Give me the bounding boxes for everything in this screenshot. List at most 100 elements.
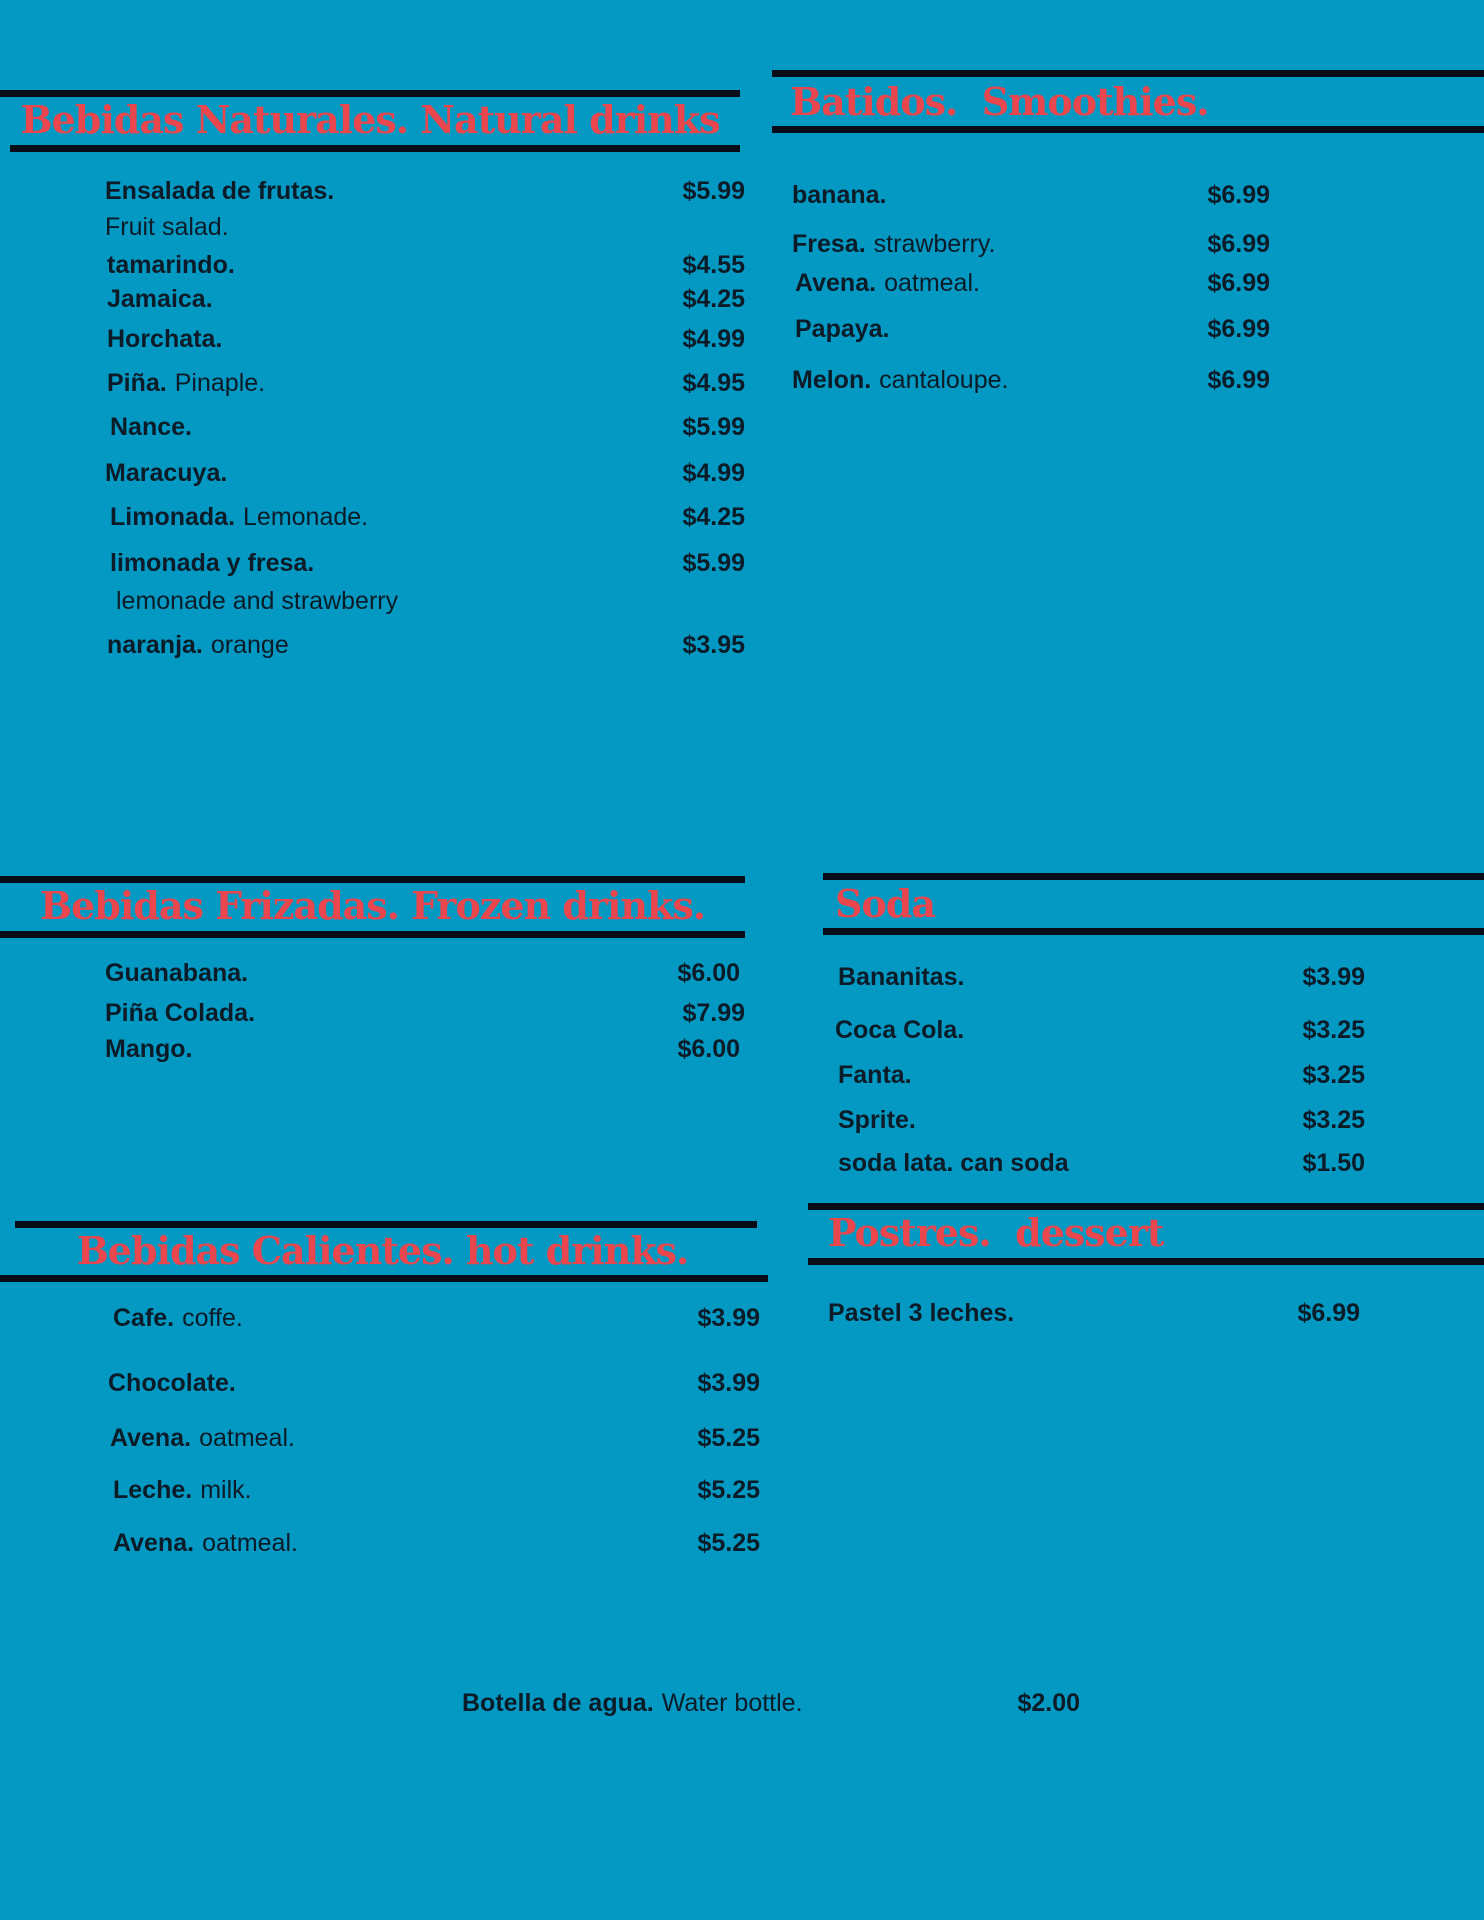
menu-item-row: Avena. oatmeal. $5.25 xyxy=(113,1528,760,1558)
menu-item-row: Papaya. $6.99 xyxy=(795,314,1270,344)
menu-item-row: tamarindo. $4.55 xyxy=(107,250,745,280)
item-price: $6.99 xyxy=(1207,181,1270,209)
item-name-en: strawberry. xyxy=(873,230,996,258)
item-name: Maracuya. xyxy=(105,458,227,488)
item-name-es: Papaya. xyxy=(795,315,890,343)
item-name: Mango. xyxy=(105,1034,193,1064)
item-price: $5.99 xyxy=(682,549,745,577)
section-title-naturales: Bebidas Naturales. Natural drinks xyxy=(20,97,721,142)
item-name-es: Guanabana. xyxy=(105,959,249,987)
item-name-es: Nance. xyxy=(110,413,192,441)
item-name-en: oatmeal. xyxy=(202,1529,298,1557)
item-price: $4.99 xyxy=(682,325,745,353)
item-name-es: Sprite. xyxy=(838,1106,916,1134)
divider-rule xyxy=(772,70,1484,77)
item-price: $5.25 xyxy=(697,1529,760,1557)
item-name-es: Chocolate. xyxy=(108,1369,236,1397)
menu-item-row: Cafe. coffe. $3.99 xyxy=(113,1303,760,1333)
section-title-batidos: Batidos. Smoothies. xyxy=(790,79,1209,124)
item-name: Piña Colada. xyxy=(105,998,255,1028)
item-name-es: Piña. xyxy=(107,369,167,397)
menu-item-row: Pastel 3 leches. $6.99 xyxy=(828,1298,1360,1328)
divider-rule xyxy=(15,1221,757,1228)
item-name: Bananitas. xyxy=(838,962,964,992)
item-price: $6.99 xyxy=(1297,1299,1360,1327)
item-price: $4.95 xyxy=(682,369,745,397)
divider-rule xyxy=(823,928,1484,935)
item-name-es: Melon. xyxy=(792,366,872,394)
menu-item-row: soda lata. can soda $1.50 xyxy=(838,1148,1365,1178)
item-name: Papaya. xyxy=(795,314,890,344)
item-name: Pastel 3 leches. xyxy=(828,1298,1014,1328)
item-price: $4.25 xyxy=(682,285,745,313)
menu-item-row: banana. $6.99 xyxy=(792,180,1270,210)
item-name-es: Leche. xyxy=(113,1476,193,1504)
menu-item-row: Sprite. $3.25 xyxy=(838,1105,1365,1135)
item-name: Jamaica. xyxy=(107,284,213,314)
item-name: Melon. cantaloupe. xyxy=(792,365,1008,395)
item-price: $4.25 xyxy=(682,503,745,531)
item-price: $3.95 xyxy=(682,631,745,659)
menu-item-row: limonada y fresa. $5.99 xyxy=(110,548,745,578)
item-name-es: banana. xyxy=(792,181,887,209)
item-name-es: tamarindo. xyxy=(107,251,235,279)
item-name-es: Maracuya. xyxy=(105,459,228,487)
menu-item-row: Chocolate. $3.99 xyxy=(108,1368,760,1398)
item-price: $1.50 xyxy=(1302,1149,1365,1177)
item-name-en: coffe. xyxy=(182,1304,243,1332)
item-price: $4.99 xyxy=(682,459,745,487)
item-name-es: Pastel 3 leches. xyxy=(828,1299,1015,1327)
menu-item-row: Melon. cantaloupe. $6.99 xyxy=(792,365,1270,395)
menu-item-row: Avena. oatmeal. $6.99 xyxy=(795,268,1270,298)
item-name-en: Pinaple. xyxy=(174,369,266,397)
item-name: soda lata. can soda xyxy=(838,1148,1069,1178)
item-price: $4.55 xyxy=(682,251,745,279)
section-title-calientes: Bebidas Calientes. hot drinks. xyxy=(76,1228,690,1273)
menu-item-row: Limonada. Lemonade. $4.25 xyxy=(110,502,745,532)
item-price: $3.25 xyxy=(1302,1016,1365,1044)
item-name-es: Cafe. xyxy=(113,1304,175,1332)
section-title-frizadas: Bebidas Frizadas. Frozen drinks. xyxy=(39,883,706,928)
item-name: naranja. orange xyxy=(107,630,289,660)
item-name-es: Avena. xyxy=(110,1424,192,1452)
item-name-es: limonada y fresa. xyxy=(110,549,315,577)
item-name-es: Avena. xyxy=(795,269,877,297)
item-price: $6.99 xyxy=(1207,269,1270,297)
menu-item-row: Mango. $6.00 xyxy=(105,1034,740,1064)
section-title-postres: Postres. dessert xyxy=(828,1210,1164,1255)
divider-rule xyxy=(823,873,1484,880)
item-name-es: Botella de agua. xyxy=(462,1689,654,1717)
item-name-es: Coca Cola. xyxy=(835,1016,965,1044)
divider-rule xyxy=(772,126,1484,133)
item-name: Limonada. Lemonade. xyxy=(110,502,368,532)
item-name: limonada y fresa. xyxy=(110,548,314,578)
item-name: Avena. oatmeal. xyxy=(113,1528,298,1558)
item-name: Nance. xyxy=(110,412,192,442)
item-name-en: orange xyxy=(210,631,289,659)
item-name: Leche. milk. xyxy=(113,1475,252,1505)
item-subtext: Fruit salad. xyxy=(105,213,229,241)
item-price: $3.25 xyxy=(1302,1106,1365,1134)
item-name: Guanabana. xyxy=(105,958,248,988)
section-title-soda: Soda xyxy=(835,881,936,926)
menu-item-row: Jamaica. $4.25 xyxy=(107,284,745,314)
item-price: $6.00 xyxy=(677,959,740,987)
divider-rule xyxy=(808,1258,1484,1265)
menu-item-row: Avena. oatmeal. $5.25 xyxy=(110,1423,760,1453)
item-name: Ensalada de frutas. xyxy=(105,176,334,206)
item-price: $3.25 xyxy=(1302,1061,1365,1089)
divider-rule xyxy=(0,1275,768,1282)
item-name: Horchata. xyxy=(107,324,222,354)
item-price: $5.99 xyxy=(682,177,745,205)
item-price: $6.99 xyxy=(1207,315,1270,343)
menu-item-row: Guanabana. $6.00 xyxy=(105,958,740,988)
item-subtext: lemonade and strawberry xyxy=(116,587,399,615)
item-name-es: Fresa. xyxy=(792,230,866,258)
item-price: $3.99 xyxy=(697,1304,760,1332)
item-price: $3.99 xyxy=(697,1369,760,1397)
menu-item-row: Fanta. $3.25 xyxy=(838,1060,1365,1090)
menu-item-row: Ensalada de frutas. $5.99 xyxy=(105,176,745,206)
menu-item-row: Nance. $5.99 xyxy=(110,412,745,442)
item-price: $5.25 xyxy=(697,1476,760,1504)
